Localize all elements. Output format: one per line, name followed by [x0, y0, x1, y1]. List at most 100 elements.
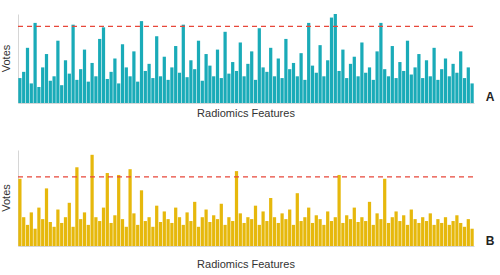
- bar: [109, 72, 112, 103]
- bar: [265, 221, 268, 246]
- bar: [140, 190, 143, 246]
- bar: [185, 77, 188, 103]
- bar: [136, 225, 139, 246]
- x-label: Radiomics Features: [197, 258, 295, 270]
- bar: [56, 41, 59, 103]
- bar: [170, 223, 173, 246]
- bar: [292, 225, 295, 246]
- threshold-line: [18, 176, 474, 177]
- bar: [356, 222, 359, 246]
- bar: [60, 223, 63, 246]
- bar: [356, 76, 359, 103]
- bar: [223, 32, 226, 103]
- bar: [413, 219, 416, 246]
- bar: [360, 42, 363, 103]
- bar: [178, 217, 181, 246]
- bar: [49, 222, 52, 246]
- bar: [208, 222, 211, 246]
- bar: [303, 80, 306, 103]
- bar: [132, 51, 135, 103]
- bar: [284, 39, 287, 103]
- bar: [242, 76, 245, 103]
- bar: [406, 41, 409, 103]
- bar: [315, 215, 318, 246]
- bar: [242, 223, 245, 246]
- bar: [406, 225, 409, 246]
- panel: VotesRadiomics FeaturesB: [0, 151, 495, 271]
- bar: [337, 175, 340, 246]
- bar: [121, 44, 124, 103]
- bar: [220, 204, 223, 246]
- bars: [18, 155, 474, 246]
- bar: [273, 217, 276, 246]
- bar: [288, 210, 291, 246]
- bar: [383, 179, 386, 246]
- bar: [189, 60, 192, 103]
- bar: [33, 23, 36, 103]
- axis-line: [19, 103, 475, 104]
- bar: [201, 81, 204, 103]
- bar: [71, 25, 74, 103]
- y-label: Votes: [0, 44, 12, 72]
- bar: [56, 210, 59, 246]
- panel: VotesRadiomics FeaturesA: [0, 14, 495, 119]
- bar: [258, 225, 261, 246]
- bar: [102, 208, 105, 246]
- bar: [410, 210, 413, 246]
- bar: [379, 23, 382, 103]
- bar: [151, 227, 154, 246]
- bar: [45, 54, 48, 103]
- bar: [246, 64, 249, 103]
- bar: [64, 217, 67, 246]
- bar: [303, 217, 306, 246]
- bar: [334, 217, 337, 246]
- bar: [387, 76, 390, 103]
- bar: [394, 78, 397, 103]
- bar: [417, 54, 420, 103]
- bar: [463, 227, 466, 246]
- bar: [250, 51, 253, 103]
- threshold-line: [18, 26, 474, 27]
- bar: [193, 69, 196, 103]
- bar: [394, 211, 397, 246]
- bar: [212, 76, 215, 103]
- bar: [155, 206, 158, 246]
- bar: [254, 80, 257, 103]
- bar: [413, 67, 416, 103]
- bar: [144, 221, 147, 246]
- bar: [83, 50, 86, 103]
- bar: [360, 217, 363, 246]
- bar: [223, 225, 226, 246]
- bar: [448, 225, 451, 246]
- bar: [296, 193, 299, 246]
- bar: [68, 203, 71, 246]
- bar: [216, 50, 219, 103]
- x-axis: [19, 246, 475, 247]
- bar: [368, 67, 371, 103]
- bar: [174, 46, 177, 103]
- bar: [341, 223, 344, 246]
- bar: [353, 208, 356, 246]
- bar: [269, 48, 272, 103]
- bar: [197, 227, 200, 246]
- bar: [239, 42, 242, 103]
- bar: [87, 225, 90, 246]
- bar: [90, 63, 93, 103]
- bar: [235, 171, 238, 246]
- bar: [109, 223, 112, 246]
- bar: [45, 188, 48, 246]
- bar: [227, 217, 230, 246]
- bar: [421, 78, 424, 103]
- bar: [429, 213, 432, 246]
- bar: [311, 66, 314, 103]
- bar: [345, 215, 348, 246]
- bar: [440, 69, 443, 103]
- bar: [235, 71, 238, 103]
- bar: [315, 73, 318, 103]
- bar: [37, 208, 40, 246]
- x-axis: [19, 103, 475, 104]
- bar: [417, 223, 420, 246]
- bar: [425, 60, 428, 103]
- bar: [90, 155, 93, 246]
- bar: [68, 74, 71, 103]
